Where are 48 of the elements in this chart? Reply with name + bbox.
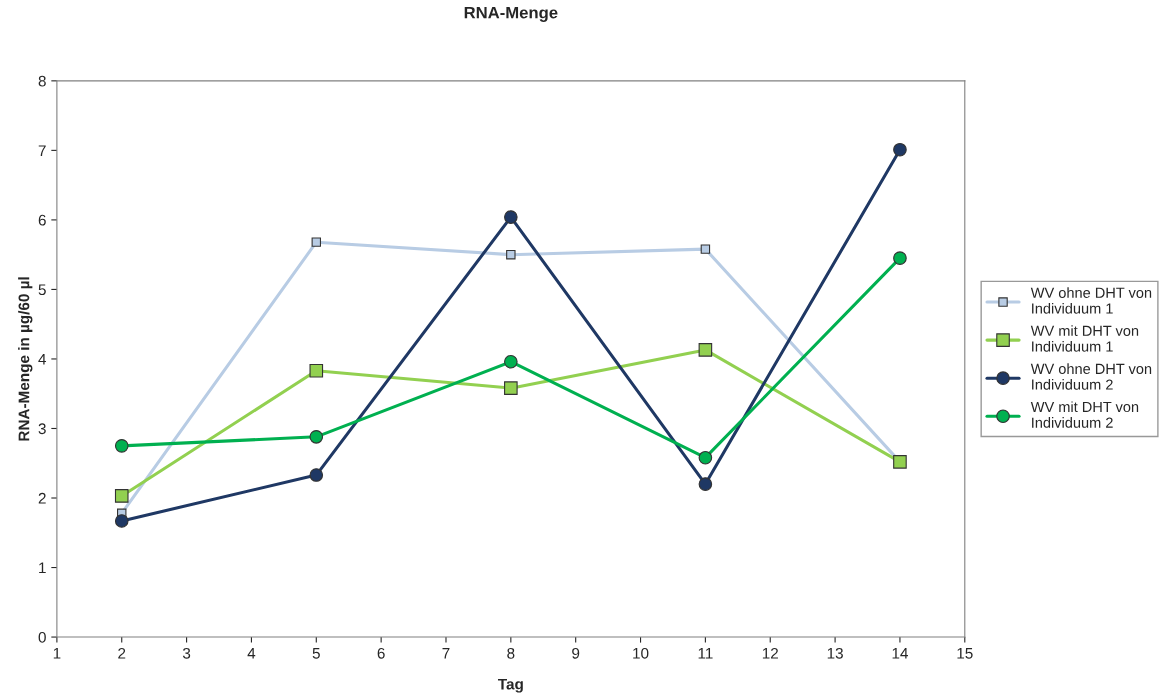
x-tick-label: 14 bbox=[892, 648, 908, 659]
y-tick-label: 3 bbox=[38, 423, 46, 435]
y-tick-label: 5 bbox=[38, 284, 46, 296]
x-tick-label: 8 bbox=[507, 647, 515, 659]
point bbox=[698, 450, 713, 465]
x-tick-label: 15 bbox=[957, 648, 973, 659]
y-tick-label: 8 bbox=[38, 75, 46, 87]
point bbox=[311, 237, 322, 247]
legend-label: WV ohne DHT von Individuum 1 bbox=[1030, 287, 1152, 314]
x-tick-label: 5 bbox=[312, 648, 320, 659]
x-tick-label: 6 bbox=[377, 647, 385, 659]
point bbox=[309, 430, 324, 444]
point bbox=[504, 381, 518, 395]
point bbox=[309, 468, 324, 482]
x-tick-label: 13 bbox=[827, 647, 843, 659]
x-tick-label: 9 bbox=[572, 647, 580, 659]
point bbox=[114, 514, 129, 528]
x-tick-label: 4 bbox=[247, 648, 256, 659]
x-tick-label: 10 bbox=[633, 647, 649, 659]
point bbox=[893, 142, 907, 157]
point bbox=[506, 249, 516, 260]
y-tick-label: 7 bbox=[38, 145, 46, 156]
point bbox=[698, 477, 713, 491]
y-tick-label: 0 bbox=[38, 631, 46, 643]
point bbox=[114, 489, 129, 503]
point bbox=[893, 251, 907, 265]
y-axis-title: RNA-Menge in µg/60 µl bbox=[18, 277, 33, 441]
x-tick-label: 12 bbox=[762, 647, 778, 659]
x-axis-title: Tag bbox=[498, 678, 523, 693]
chart-title: RNA-Menge bbox=[464, 6, 558, 22]
x-tick-label: 2 bbox=[118, 647, 126, 659]
point bbox=[504, 210, 518, 224]
y-tick-label: 4 bbox=[38, 353, 47, 365]
point bbox=[698, 343, 713, 357]
x-tick-label: 7 bbox=[442, 648, 450, 659]
point bbox=[504, 354, 518, 369]
x-tick-label: 1 bbox=[53, 648, 61, 659]
y-tick-label: 2 bbox=[38, 492, 46, 504]
legend-label: WV mit DHT von Individuum 2 bbox=[1030, 401, 1139, 428]
x-tick-label: 3 bbox=[182, 647, 191, 659]
y-tick-label: 6 bbox=[38, 214, 46, 226]
point bbox=[700, 244, 711, 254]
y-tick-label: 1 bbox=[39, 562, 46, 574]
point bbox=[114, 439, 129, 453]
legend-label: WV ohne DHT von Individuum 2 bbox=[1030, 363, 1152, 390]
x-tick-label: 11 bbox=[698, 648, 713, 659]
legend-label: WV mit DHT von Individuum 1 bbox=[1030, 325, 1139, 352]
point bbox=[309, 363, 324, 378]
